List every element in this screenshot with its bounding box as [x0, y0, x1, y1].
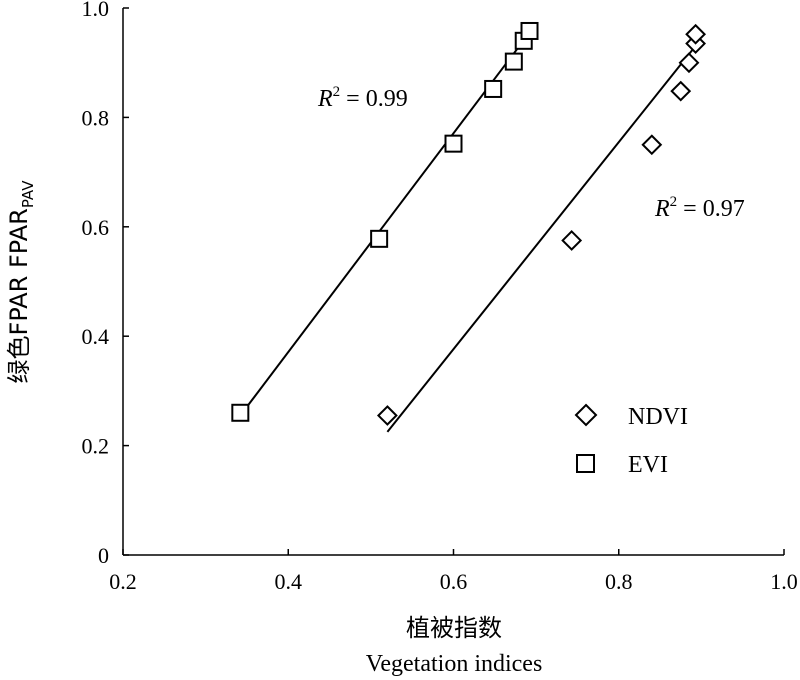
- axes: 0.2 0.4 0.6 0.8 1.000.20.40.60.81.0: [82, 0, 798, 594]
- r2-annotation-ndvi: R2 = 0.97: [654, 194, 745, 222]
- point-evi: [520, 21, 539, 40]
- x-tick-label: 0.6: [440, 569, 468, 594]
- fit-lines: [239, 32, 694, 433]
- y-tick-label: 0.6: [82, 215, 110, 240]
- x-tick-label: 0.2: [109, 569, 137, 594]
- legend: NDVI EVI: [574, 403, 688, 478]
- point-ndvi: [685, 23, 707, 45]
- y-tick-label: 0.2: [82, 434, 110, 459]
- point-evi: [484, 79, 503, 98]
- y-tick-label: 0.8: [82, 105, 110, 130]
- x-tick-label: 0.4: [275, 569, 303, 594]
- y-axis-label: 绿色FPAR FPARPAV: [5, 180, 37, 384]
- y-tick-label: 0: [98, 543, 109, 568]
- point-ndvi: [641, 134, 663, 156]
- legend-label-evi: EVI: [628, 452, 668, 478]
- point-ndvi: [678, 52, 700, 74]
- point-evi: [504, 52, 523, 71]
- y-tick-label: 1.0: [82, 0, 110, 21]
- x-axis-label-english: Vegetation indices: [366, 651, 543, 677]
- point-ndvi: [376, 405, 398, 426]
- data-points: [231, 21, 707, 426]
- x-axis-label-chinese: 植被指数: [406, 614, 502, 642]
- point-ndvi: [561, 230, 583, 251]
- r2-annotation-evi: R2 = 0.99: [317, 84, 408, 112]
- legend-label-ndvi: NDVI: [628, 404, 688, 430]
- point-evi: [444, 134, 463, 153]
- x-tick-label: 0.8: [605, 569, 633, 594]
- y-tick-label: 0.4: [82, 324, 110, 349]
- fit-line-ndvi: [386, 48, 694, 433]
- legend-evi-square-icon: [576, 454, 595, 473]
- point-evi: [370, 229, 389, 248]
- point-evi: [231, 403, 250, 422]
- fit-line-evi: [239, 32, 531, 417]
- x-tick-label: 1.0: [770, 569, 798, 594]
- legend-ndvi-diamond-icon: [574, 403, 598, 427]
- point-ndvi: [670, 80, 692, 102]
